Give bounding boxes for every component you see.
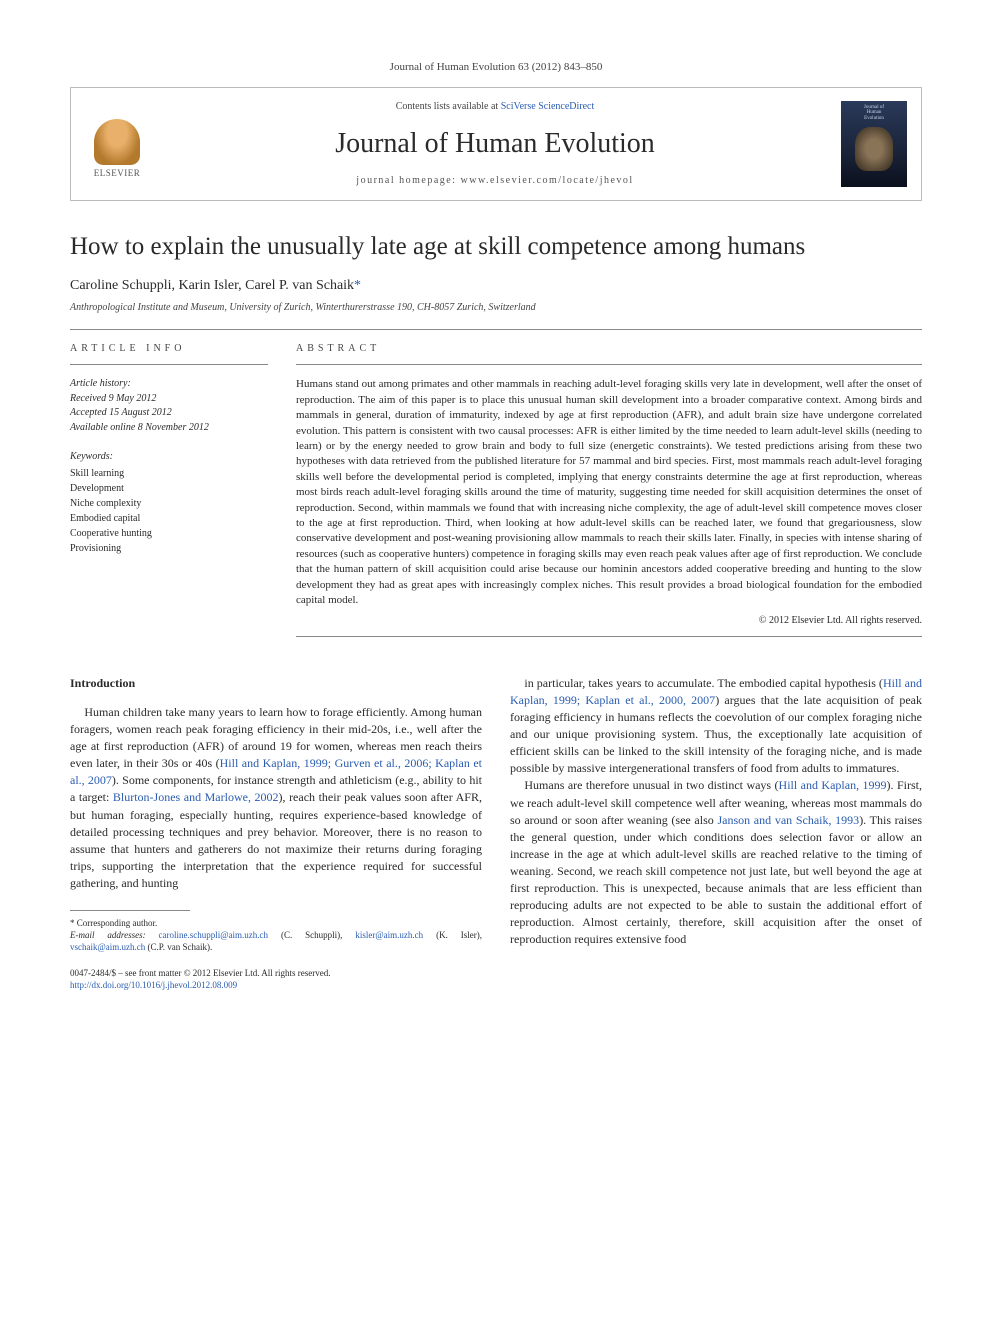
homepage-url[interactable]: www.elsevier.com/locate/jhevol: [461, 175, 634, 186]
email-link[interactable]: vschaik@aim.uzh.ch: [70, 942, 145, 952]
elsevier-tree-icon: [94, 119, 140, 165]
affiliation: Anthropological Institute and Museum, Un…: [70, 301, 922, 315]
history-title: Article history:: [70, 377, 268, 392]
keyword-item: Provisioning: [70, 541, 268, 556]
journal-header: ELSEVIER Contents lists available at Sci…: [70, 87, 922, 200]
history-received: Received 9 May 2012: [70, 392, 268, 407]
body-column-left: Introduction Human children take many ye…: [70, 675, 482, 953]
abstract-text: Humans stand out among primates and othe…: [296, 377, 922, 608]
citation-link[interactable]: Blurton-Jones and Marlowe, 2002: [113, 790, 279, 804]
header-center: Contents lists available at SciVerse Sci…: [167, 100, 823, 187]
divider-top: [70, 329, 922, 330]
info-abstract-row: ARTICLE INFO Article history: Received 9…: [70, 342, 922, 649]
keyword-item: Cooperative hunting: [70, 526, 268, 541]
keywords-title: Keywords:: [70, 449, 268, 464]
divider-abstract-bottom: [296, 636, 922, 637]
keyword-item: Embodied capital: [70, 511, 268, 526]
footnote-divider: [70, 910, 190, 911]
keyword-item: Skill learning: [70, 466, 268, 481]
keyword-item: Niche complexity: [70, 496, 268, 511]
contents-line: Contents lists available at SciVerse Sci…: [167, 100, 823, 114]
author-inline: (C.P. van Schaik).: [145, 942, 212, 952]
abstract-label: ABSTRACT: [296, 342, 922, 356]
article-info-column: ARTICLE INFO Article history: Received 9…: [70, 342, 268, 649]
doi-link[interactable]: http://dx.doi.org/10.1016/j.jhevol.2012.…: [70, 980, 237, 990]
body-text: in particular, takes years to accumulate…: [524, 676, 883, 690]
corresponding-author-footnote: * Corresponding author. E-mail addresses…: [70, 917, 482, 953]
history-accepted: Accepted 15 August 2012: [70, 406, 268, 421]
publisher-label: ELSEVIER: [94, 167, 141, 180]
sciencedirect-link[interactable]: SciVerse ScienceDirect: [501, 101, 595, 112]
citation-link[interactable]: Janson and van Schaik, 1993: [717, 813, 859, 827]
email-label: E-mail addresses:: [70, 930, 159, 940]
journal-reference: Journal of Human Evolution 63 (2012) 843…: [70, 60, 922, 75]
authors: Caroline Schuppli, Karin Isler, Carel P.…: [70, 276, 922, 296]
abstract-column: ABSTRACT Humans stand out among primates…: [296, 342, 922, 649]
homepage-prefix: journal homepage:: [356, 175, 460, 186]
author-inline: (C. Schuppli),: [268, 930, 355, 940]
email-link[interactable]: kisler@aim.uzh.ch: [355, 930, 423, 940]
email-line: E-mail addresses: caroline.schuppli@aim.…: [70, 929, 482, 953]
cover-skull-icon: [855, 127, 893, 171]
email-link[interactable]: caroline.schuppli@aim.uzh.ch: [159, 930, 269, 940]
body-column-right: in particular, takes years to accumulate…: [510, 675, 922, 953]
contents-prefix: Contents lists available at: [396, 101, 501, 112]
issn-line: 0047-2484/$ – see front matter © 2012 El…: [70, 967, 331, 979]
journal-name: Journal of Human Evolution: [167, 124, 823, 163]
homepage-line: journal homepage: www.elsevier.com/locat…: [167, 174, 823, 188]
keywords: Keywords: Skill learning Development Nic…: [70, 449, 268, 556]
cover-title-line3: Evolution: [864, 116, 884, 122]
introduction-heading: Introduction: [70, 675, 482, 692]
author-inline: (K. Isler),: [423, 930, 482, 940]
elsevier-logo[interactable]: ELSEVIER: [85, 108, 149, 180]
body-paragraph: Humans are therefore unusual in two dist…: [510, 777, 922, 947]
body-text: ). This raises the general question, und…: [510, 813, 922, 946]
issn-block: 0047-2484/$ – see front matter © 2012 El…: [70, 967, 331, 991]
page-footer: 0047-2484/$ – see front matter © 2012 El…: [70, 967, 922, 991]
article-info-label: ARTICLE INFO: [70, 342, 268, 356]
copyright-line: © 2012 Elsevier Ltd. All rights reserved…: [296, 614, 922, 628]
citation-link[interactable]: Hill and Kaplan, 1999: [779, 778, 887, 792]
journal-cover-thumbnail[interactable]: Journal of Human Evolution: [841, 101, 907, 187]
corresponding-marker: *: [354, 278, 361, 293]
keyword-item: Development: [70, 481, 268, 496]
corr-author-label: * Corresponding author.: [70, 917, 482, 929]
body-paragraph: in particular, takes years to accumulate…: [510, 675, 922, 777]
body-text: Humans are therefore unusual in two dist…: [524, 778, 778, 792]
body-paragraph: Human children take many years to learn …: [70, 704, 482, 891]
body-text: ), reach their peak values soon after AF…: [70, 790, 482, 889]
divider-abstract: [296, 364, 922, 365]
article-title: How to explain the unusually late age at…: [70, 231, 922, 262]
divider-info: [70, 364, 268, 365]
author-names: Caroline Schuppli, Karin Isler, Carel P.…: [70, 278, 354, 293]
body-columns: Introduction Human children take many ye…: [70, 675, 922, 953]
article-history: Article history: Received 9 May 2012 Acc…: [70, 377, 268, 435]
history-online: Available online 8 November 2012: [70, 421, 268, 436]
